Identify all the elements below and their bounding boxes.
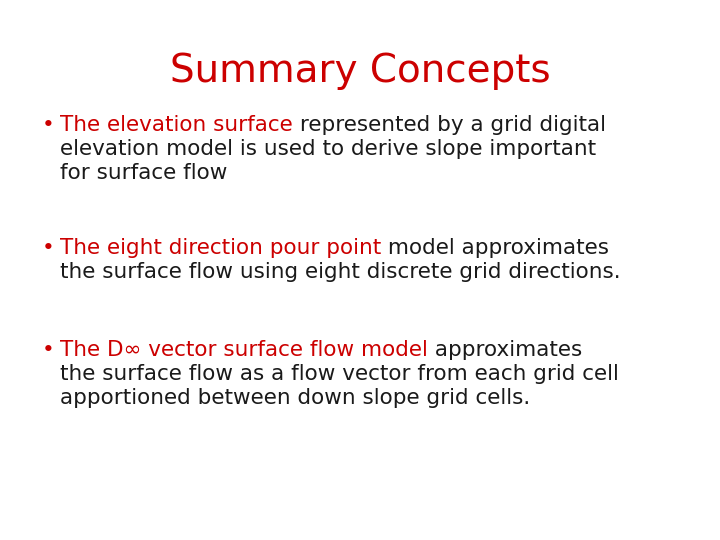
Text: apportioned between down slope grid cells.: apportioned between down slope grid cell… bbox=[60, 388, 530, 408]
Text: model approximates: model approximates bbox=[382, 238, 609, 258]
Text: •: • bbox=[42, 340, 55, 360]
Text: •: • bbox=[42, 238, 55, 258]
Text: •: • bbox=[42, 115, 55, 135]
Text: the surface flow using eight discrete grid directions.: the surface flow using eight discrete gr… bbox=[60, 262, 621, 282]
Text: The elevation surface: The elevation surface bbox=[60, 115, 293, 135]
Text: approximates: approximates bbox=[428, 340, 582, 360]
Text: the surface flow as a flow vector from each grid cell: the surface flow as a flow vector from e… bbox=[60, 364, 619, 384]
Text: The eight direction pour point: The eight direction pour point bbox=[60, 238, 382, 258]
Text: The D∞ vector surface flow model: The D∞ vector surface flow model bbox=[60, 340, 428, 360]
Text: represented by a grid digital: represented by a grid digital bbox=[293, 115, 606, 135]
Text: for surface flow: for surface flow bbox=[60, 163, 228, 183]
Text: elevation model is used to derive slope important: elevation model is used to derive slope … bbox=[60, 139, 596, 159]
Text: Summary Concepts: Summary Concepts bbox=[170, 52, 550, 90]
